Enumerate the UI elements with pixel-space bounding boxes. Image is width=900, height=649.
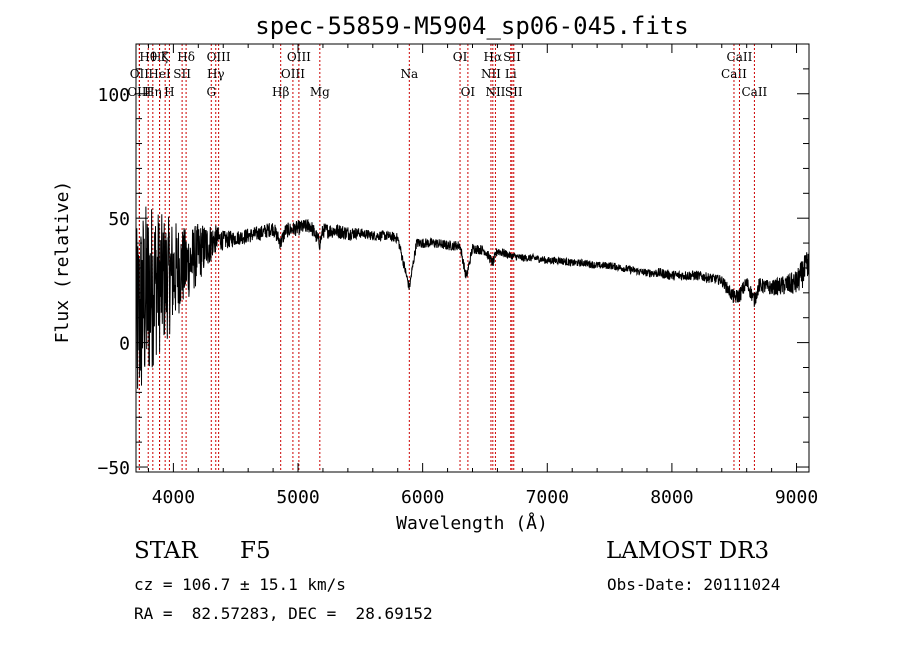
line-marker-label: OIII	[207, 50, 231, 64]
line-marker-label: NII	[481, 67, 501, 81]
y-tick-label: −50	[97, 458, 130, 479]
line-marker-label: OIII	[281, 67, 305, 81]
line-marker-label: OI	[461, 85, 476, 99]
line-marker-label: Hβ	[272, 85, 289, 99]
line-marker-label: CaII	[741, 85, 767, 99]
redshift-text: cz = 106.7 ± 15.1 km/s	[134, 575, 346, 594]
line-marker-label: Li	[505, 67, 517, 81]
x-axis: 4000 5000 6000 7000 8000 9000	[147, 44, 818, 508]
object-subclass: F5	[240, 538, 271, 564]
line-marker-label: Hη	[144, 85, 162, 99]
line-marker-label: SII	[503, 50, 521, 64]
line-marker-label: CaII	[721, 67, 747, 81]
line-marker-label: OIII	[287, 50, 311, 64]
y-tick-label: 50	[108, 209, 130, 230]
line-marker-label: SII	[173, 67, 191, 81]
x-tick-label: 8000	[650, 487, 693, 508]
object-class: STAR	[134, 538, 198, 564]
plot-frame	[135, 43, 810, 473]
x-tick-label: 5000	[276, 487, 319, 508]
line-marker-label: NII	[485, 85, 505, 99]
survey-name: LAMOST DR3	[606, 538, 770, 564]
x-axis-label: Wavelength (Å)	[396, 512, 548, 534]
line-marker-label: Hα	[484, 50, 503, 64]
y-tick-label: 0	[119, 334, 130, 355]
chart-title: spec-55859-M5904_sp06-045.fits	[255, 12, 688, 40]
x-tick-label: 4000	[152, 487, 195, 508]
line-marker-label: OIII	[127, 85, 151, 99]
x-tick-label: 6000	[401, 487, 444, 508]
line-marker-label: Mg	[310, 85, 330, 99]
line-marker-label: Hγ	[207, 67, 225, 81]
line-marker-label: HeI	[148, 67, 171, 81]
x-tick-label: 7000	[526, 487, 569, 508]
line-marker-label: G	[206, 85, 216, 99]
line-marker-label: SII	[505, 85, 523, 99]
spectrum-line	[135, 206, 810, 389]
obs-date-text: Obs-Date: 20111024	[607, 575, 781, 594]
coordinates-text: RA = 82.57283, DEC = 28.69152	[134, 604, 433, 623]
y-axis-label: Flux (relative)	[52, 181, 73, 344]
line-marker-label: Hδ	[177, 50, 195, 64]
line-marker-label: H	[164, 85, 174, 99]
y-tick-label: 100	[97, 85, 130, 106]
line-marker-label: K	[161, 50, 171, 64]
x-tick-label: 9000	[775, 487, 818, 508]
y-axis: −50 0 50 100	[97, 68, 809, 479]
line-marker-label: OI	[453, 50, 468, 64]
line-marker-label: Na	[400, 67, 418, 81]
line-marker-label: CaII	[727, 50, 753, 64]
